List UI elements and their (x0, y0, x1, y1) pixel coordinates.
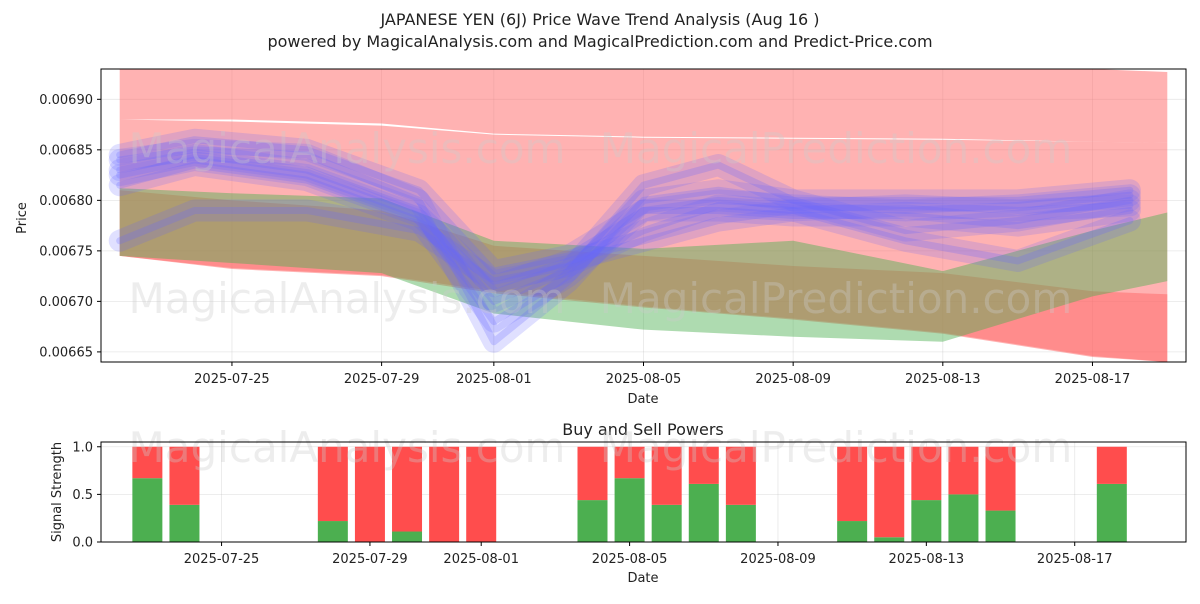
signal-x-tick-label: 2025-08-13 (889, 552, 965, 567)
signal-x-tick-label: 2025-08-09 (740, 552, 816, 567)
price-y-tick-label: 0.00665 (39, 345, 93, 360)
watermark-top-right: MagicalPrediction.com (600, 124, 1073, 173)
buy-power-bar (911, 500, 942, 542)
sell-power-bar (354, 446, 385, 542)
buy-power-bar (317, 521, 348, 542)
price-y-tick-label: 0.00670 (39, 295, 93, 310)
price-wave-1 (108, 143, 1141, 313)
price-x-tick-label: 2025-08-13 (905, 372, 981, 387)
signal-x-tick-label: 2025-07-25 (184, 552, 260, 567)
sell-power-bar (948, 446, 979, 495)
buy-power-bar (132, 478, 163, 542)
price-y-ticks: 0.00665 0.00670 0.00675 0.00680 0.00685 0.006… (39, 93, 101, 360)
buy-power-bar (651, 504, 682, 542)
signal-x-tick-label: 2025-08-17 (1037, 552, 1113, 567)
price-x-tick-label: 2025-08-01 (456, 372, 532, 387)
signal-x-tick-label: 2025-08-01 (443, 552, 519, 567)
price-wave-core-4 (116, 146, 1134, 346)
price-x-tick-label: 2025-08-09 (755, 372, 831, 387)
watermark-mid-right: MagicalPrediction.com (600, 274, 1073, 323)
price-x-ticks: 2025-07-25 2025-07-29 2025-08-01 2025-08-05… (194, 362, 1130, 387)
signal-y-tick-label: 0.5 (72, 488, 93, 503)
sell-power-bar (169, 446, 200, 505)
sell-power-bar (132, 446, 163, 479)
price-band-1 (119, 69, 1168, 143)
price-waves (108, 128, 1141, 353)
buy-power-bar (577, 500, 608, 542)
sell-power-bar (577, 446, 608, 501)
price-wave-5 (108, 148, 1141, 298)
price-wave-core-1 (116, 151, 1134, 305)
price-bands (119, 69, 1168, 362)
sell-power-bar (985, 446, 1016, 511)
sell-power-bar (837, 446, 868, 522)
signal-title: Buy and Sell Powers (562, 420, 724, 439)
signal-panel: Buy and Sell Powers MagicalAnalysis.com … (50, 420, 1187, 586)
watermark-top-left: MagicalAnalysis.com (129, 124, 566, 173)
buy-power-bar (392, 531, 423, 542)
sell-power-bar (874, 446, 905, 538)
signal-y-ticks: 0.0 0.5 1.0 (72, 440, 101, 551)
signal-frame (100, 441, 1187, 543)
buy-power-bar (688, 483, 719, 542)
sell-power-bar (317, 446, 348, 522)
signal-x-tick-label: 2025-07-29 (332, 552, 408, 567)
signal-y-label: Signal Strength (50, 442, 65, 542)
price-x-tick-label: 2025-08-05 (606, 372, 682, 387)
price-wave-2 (108, 153, 1141, 333)
price-wave-core-0 (116, 136, 1134, 275)
signal-x-tick-label: 2025-08-05 (592, 552, 668, 567)
price-wave-3 (108, 194, 1141, 293)
buy-power-bar (725, 504, 756, 542)
signal-y-tick-label: 1.0 (72, 440, 93, 455)
price-band-2 (119, 190, 1168, 362)
buy-power-bar (874, 537, 905, 542)
buy-power-bar (837, 521, 868, 542)
price-watermarks: MagicalAnalysis.com MagicalPrediction.co… (129, 124, 1073, 323)
sell-power-bar (392, 446, 423, 532)
price-x-tick-label: 2025-07-29 (344, 372, 420, 387)
price-band-3 (119, 188, 1168, 342)
watermark-bottom-left: MagicalAnalysis.com (129, 423, 566, 472)
signal-watermarks: MagicalAnalysis.com MagicalPrediction.co… (129, 423, 1073, 472)
buy-power-bar (985, 510, 1016, 542)
sell-power-bar (614, 446, 645, 479)
sell-power-bar (725, 446, 756, 505)
signal-bars (132, 446, 1127, 542)
price-y-tick-label: 0.00675 (39, 244, 93, 259)
signal-y-tick-label: 0.0 (72, 536, 93, 551)
price-wave-core-2 (116, 161, 1134, 326)
sell-power-bar (911, 446, 942, 501)
signal-x-ticks: 2025-07-25 2025-07-29 2025-08-01 2025-08-05… (184, 542, 1113, 567)
buy-power-bar (169, 504, 200, 542)
price-y-tick-label: 0.00690 (39, 93, 93, 108)
sell-power-bar (429, 446, 460, 542)
price-wave-core-3 (116, 201, 1134, 285)
price-x-tick-label: 2025-08-17 (1055, 372, 1131, 387)
sell-power-bar (1096, 446, 1127, 484)
price-wave-core-5 (116, 156, 1134, 290)
price-wave-4 (108, 138, 1141, 353)
chart-title: JAPANESE YEN (6J) Price Wave Trend Analy… (379, 10, 819, 29)
price-wave-0 (108, 128, 1141, 283)
watermark-bottom-right: MagicalPrediction.com (600, 423, 1073, 472)
buy-power-bar (614, 478, 645, 542)
price-panel: MagicalAnalysis.com MagicalPrediction.co… (15, 68, 1187, 407)
sell-power-bar (466, 446, 497, 542)
chart-subtitle: powered by MagicalAnalysis.com and Magic… (267, 32, 932, 51)
price-y-tick-label: 0.00685 (39, 143, 93, 158)
signal-x-label: Date (627, 571, 658, 586)
watermark-mid-left: MagicalAnalysis.com (129, 274, 566, 323)
sell-power-bar (651, 446, 682, 505)
price-y-label: Price (15, 202, 30, 234)
price-y-tick-label: 0.00680 (39, 194, 93, 209)
price-x-tick-label: 2025-07-25 (194, 372, 270, 387)
sell-power-bar (688, 446, 719, 484)
buy-power-bar (1096, 483, 1127, 542)
buy-power-bar (948, 494, 979, 542)
price-x-label: Date (627, 392, 658, 407)
